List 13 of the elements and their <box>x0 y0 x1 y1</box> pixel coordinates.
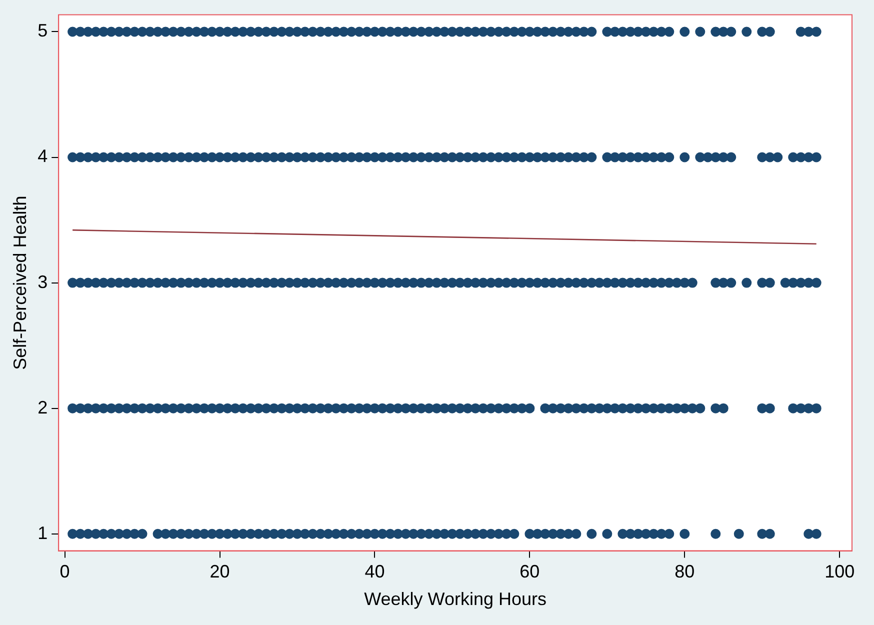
x-tick-label: 0 <box>60 562 70 582</box>
x-tick-label: 40 <box>364 562 385 582</box>
x-tick-label: 60 <box>520 562 540 582</box>
y-tick-label: 3 <box>38 272 48 292</box>
y-tick-label: 2 <box>38 397 48 418</box>
x-tick-label: 80 <box>674 562 695 582</box>
y-axis-title: Self-Perceived Health <box>10 196 30 370</box>
x-axis-title: Weekly Working Hours <box>364 589 546 610</box>
y-tick-label: 1 <box>38 522 48 543</box>
x-tick-label: 20 <box>210 562 230 582</box>
y-tick-label: 5 <box>38 20 48 41</box>
x-tick-label: 100 <box>824 562 855 582</box>
y-tick-label: 4 <box>38 146 48 166</box>
